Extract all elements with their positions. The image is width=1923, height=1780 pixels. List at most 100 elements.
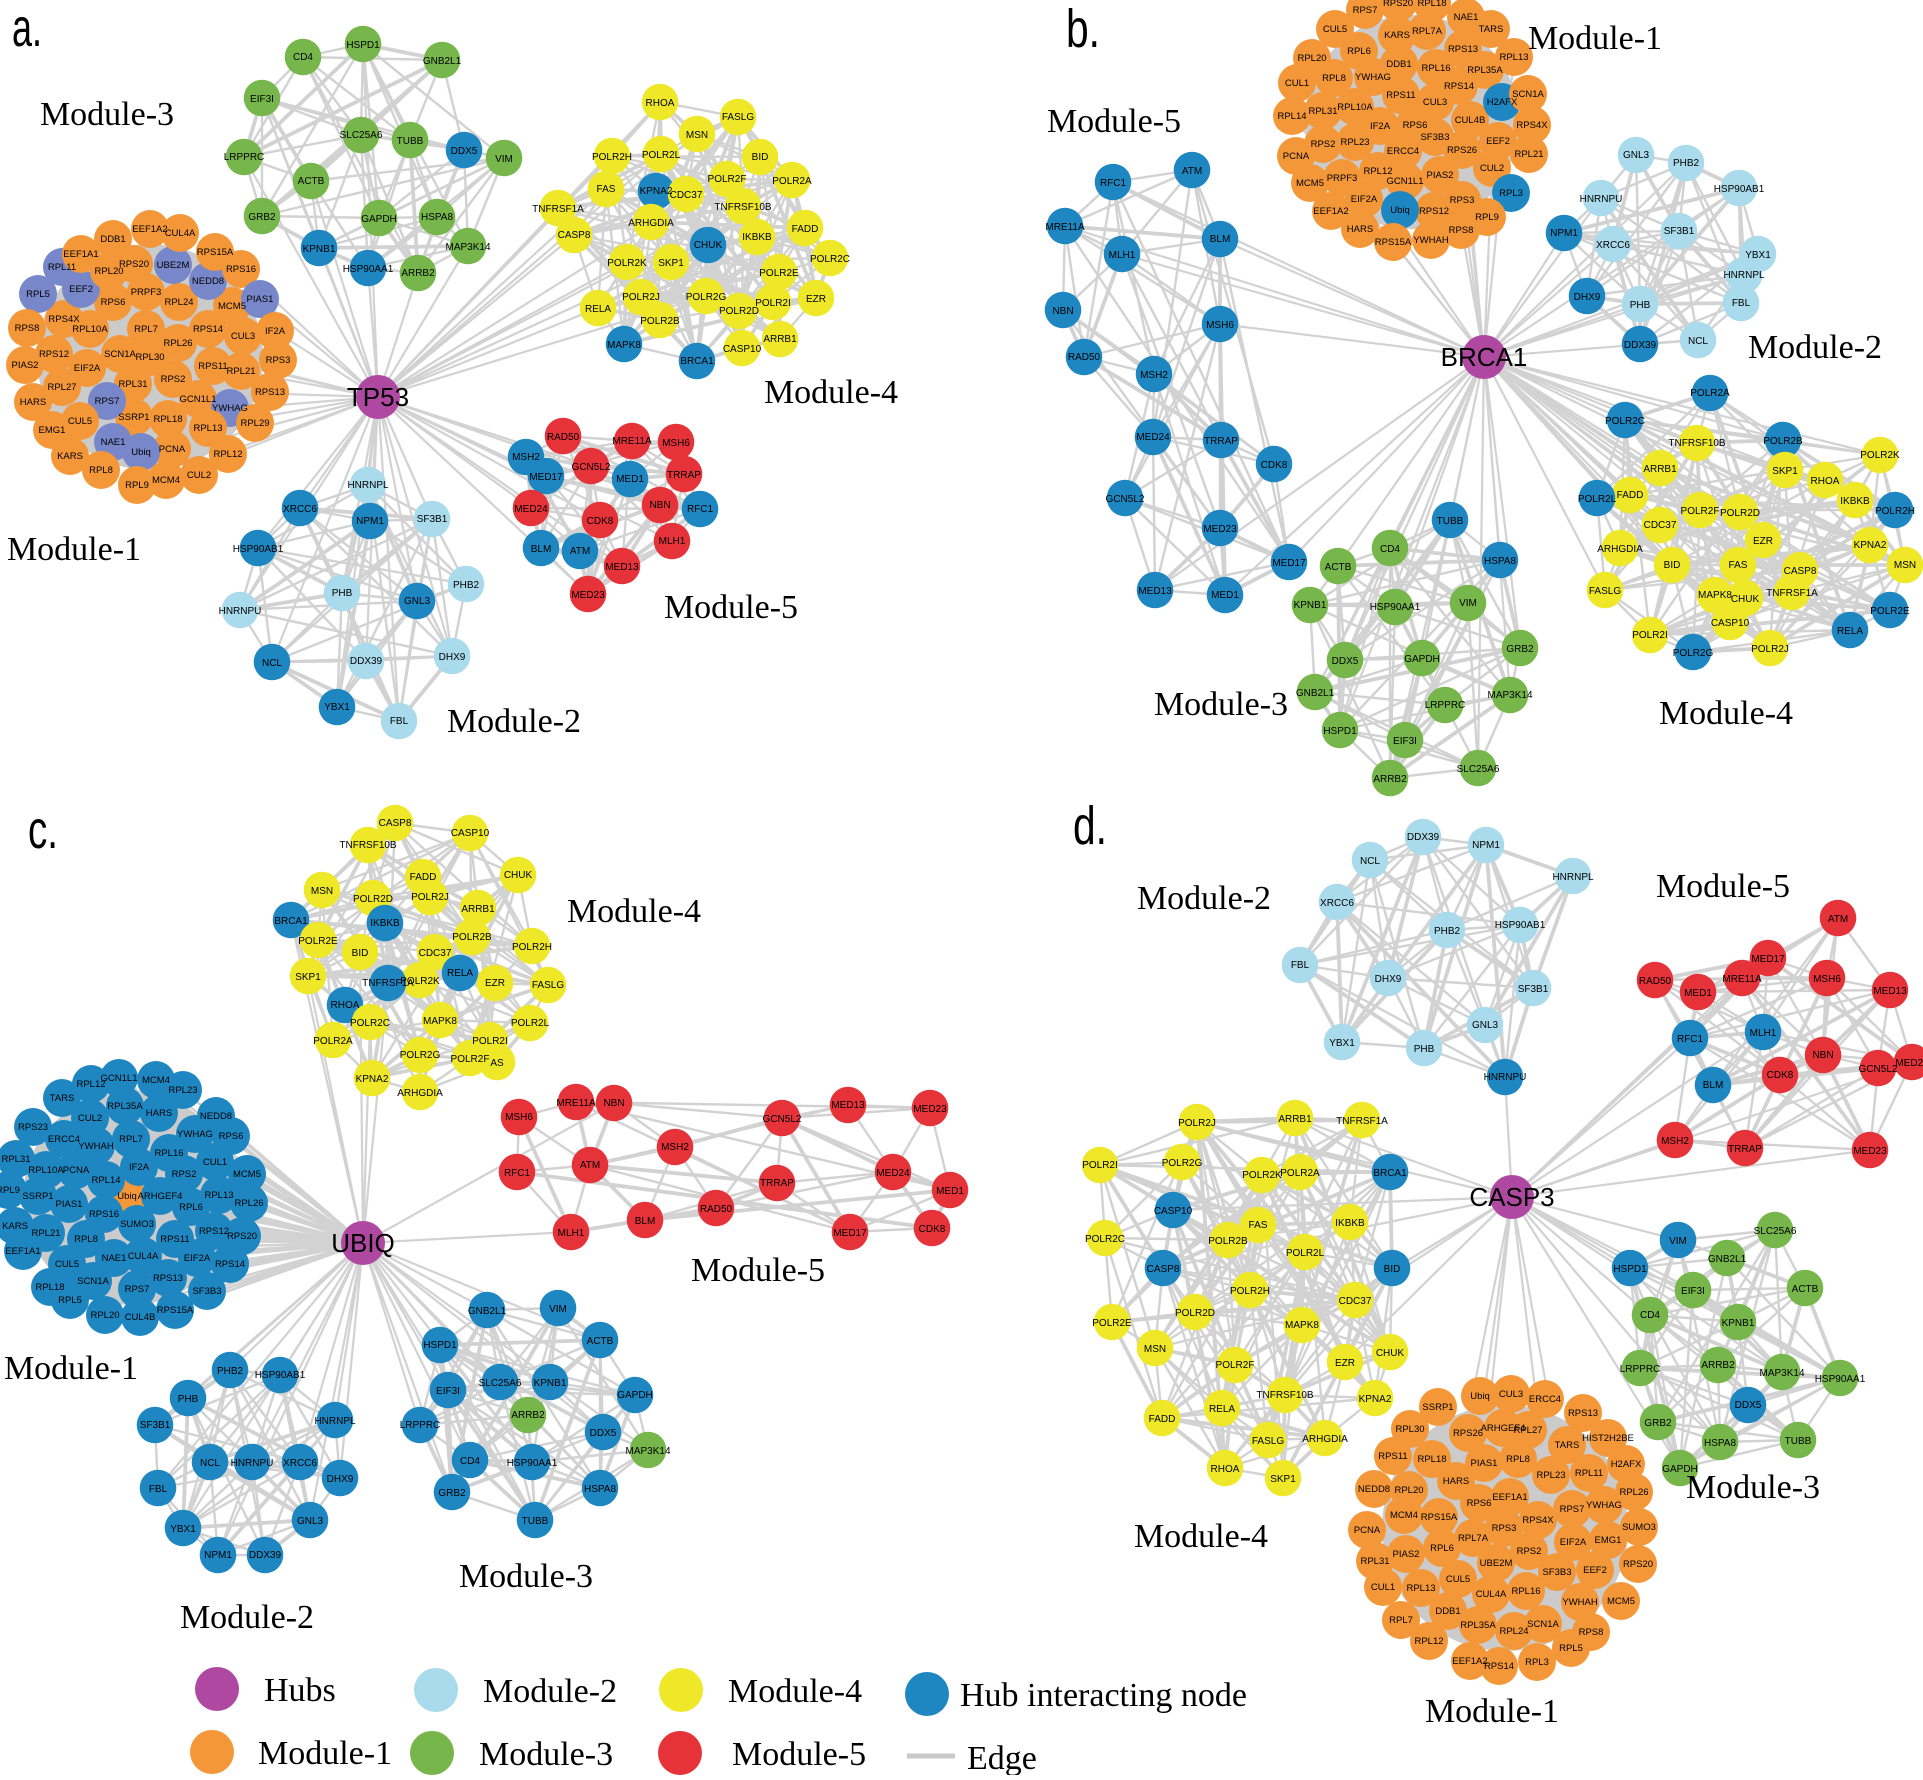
- svg-text:RPL5: RPL5: [58, 1295, 82, 1306]
- svg-text:RPL3: RPL3: [1499, 188, 1523, 199]
- svg-text:ARRB1: ARRB1: [763, 334, 797, 345]
- svg-text:POLR2I: POLR2I: [755, 298, 791, 309]
- svg-text:SSRP1: SSRP1: [1422, 1402, 1453, 1413]
- svg-text:PIAS1: PIAS1: [56, 1199, 83, 1210]
- svg-text:RELA: RELA: [447, 968, 473, 979]
- svg-text:ATM: ATM: [1182, 166, 1202, 177]
- svg-text:RPS14: RPS14: [1444, 81, 1474, 92]
- svg-text:XRCC6: XRCC6: [283, 1458, 317, 1469]
- svg-text:POLR2G: POLR2G: [1162, 1158, 1203, 1169]
- svg-text:Ubiq: Ubiq: [117, 1191, 137, 1202]
- svg-text:RPS14: RPS14: [193, 324, 223, 335]
- svg-text:RFC1: RFC1: [687, 504, 714, 515]
- svg-text:KARS: KARS: [2, 1221, 28, 1232]
- svg-text:DHX9: DHX9: [327, 1474, 354, 1485]
- svg-text:FADD: FADD: [1617, 490, 1644, 501]
- svg-text:DDX5: DDX5: [1332, 656, 1359, 667]
- svg-text:HNRNPL: HNRNPL: [1723, 270, 1765, 281]
- svg-text:HSP90AB1: HSP90AB1: [255, 1370, 306, 1381]
- svg-text:Module-3: Module-3: [459, 1558, 593, 1595]
- svg-text:TRRAP: TRRAP: [667, 470, 701, 481]
- svg-text:Module-5: Module-5: [664, 589, 798, 626]
- svg-text:SF3B1: SF3B1: [417, 514, 448, 525]
- svg-text:POLR2D: POLR2D: [1720, 508, 1760, 519]
- svg-text:RPL18: RPL18: [1417, 0, 1446, 9]
- svg-text:FASLG: FASLG: [1589, 586, 1621, 597]
- svg-text:POLR2K: POLR2K: [400, 976, 440, 987]
- svg-text:POLR2J: POLR2J: [622, 292, 660, 303]
- svg-text:SUMO3: SUMO3: [1622, 1522, 1656, 1533]
- svg-text:PHB2: PHB2: [1673, 158, 1700, 169]
- svg-text:FBL: FBL: [1732, 298, 1751, 309]
- svg-text:MRE11A: MRE11A: [556, 1098, 596, 1109]
- svg-text:MED24: MED24: [876, 1168, 910, 1179]
- svg-text:GCN5L2: GCN5L2: [572, 462, 611, 473]
- svg-text:BID: BID: [1384, 1264, 1401, 1275]
- svg-text:RPS12: RPS12: [199, 1226, 229, 1237]
- svg-text:MAPK8: MAPK8: [607, 340, 641, 351]
- svg-text:POLR2K: POLR2K: [607, 258, 647, 269]
- svg-text:POLR2F: POLR2F: [1681, 506, 1720, 517]
- svg-text:TRRAP: TRRAP: [1204, 436, 1238, 447]
- svg-text:ATM: ATM: [570, 546, 590, 557]
- svg-text:CASP10: CASP10: [1154, 1206, 1193, 1217]
- svg-text:TRRAP: TRRAP: [760, 1178, 794, 1189]
- svg-text:DDB1: DDB1: [1386, 59, 1411, 70]
- svg-text:ARRB2: ARRB2: [511, 1410, 545, 1421]
- svg-text:CDK8: CDK8: [919, 1224, 946, 1235]
- svg-text:POLR2C: POLR2C: [350, 1018, 390, 1029]
- svg-text:EEF1A1: EEF1A1: [63, 249, 98, 260]
- svg-text:CDK8: CDK8: [587, 516, 614, 527]
- svg-text:RHOA: RHOA: [646, 98, 675, 109]
- svg-text:BLM: BLM: [635, 1216, 656, 1227]
- svg-text:RFC1: RFC1: [1677, 1034, 1704, 1045]
- svg-text:RPL26: RPL26: [1619, 1487, 1648, 1498]
- svg-text:POLR2H: POLR2H: [512, 942, 552, 953]
- svg-text:SCN1A: SCN1A: [1527, 1619, 1559, 1630]
- svg-text:MSH2: MSH2: [1140, 370, 1168, 381]
- svg-text:DDX5: DDX5: [590, 1428, 617, 1439]
- svg-text:ACTB: ACTB: [587, 1336, 614, 1347]
- svg-text:RPL5: RPL5: [26, 289, 50, 300]
- svg-text:EEF1A2: EEF1A2: [1313, 206, 1348, 217]
- svg-text:CUL4A: CUL4A: [165, 228, 196, 239]
- svg-text:YWHAG: YWHAG: [1586, 1500, 1622, 1511]
- svg-text:TARS: TARS: [1555, 1440, 1580, 1451]
- svg-text:UBE2M: UBE2M: [157, 260, 190, 271]
- svg-text:RPL13: RPL13: [204, 1190, 233, 1201]
- svg-text:MED13: MED13: [831, 1100, 865, 1111]
- svg-text:PHB: PHB: [1630, 300, 1651, 311]
- svg-text:RPS11: RPS11: [1378, 1451, 1407, 1462]
- svg-text:RPS2: RPS2: [161, 374, 186, 385]
- svg-text:EZR: EZR: [806, 294, 826, 305]
- svg-text:POLR2F: POLR2F: [708, 174, 747, 185]
- svg-text:MED23: MED23: [1853, 1146, 1887, 1157]
- svg-text:SF3B1: SF3B1: [1518, 984, 1549, 995]
- svg-text:RPL16: RPL16: [1421, 63, 1450, 74]
- svg-text:CUL3: CUL3: [231, 331, 255, 342]
- svg-text:MCM4: MCM4: [152, 475, 180, 486]
- svg-text:GNL3: GNL3: [297, 1516, 324, 1527]
- svg-text:VIM: VIM: [495, 154, 513, 165]
- svg-text:XRCC6: XRCC6: [283, 504, 317, 515]
- svg-text:EEF2: EEF2: [1486, 136, 1510, 147]
- svg-text:CDK8: CDK8: [1767, 1070, 1794, 1081]
- svg-text:POLR2E: POLR2E: [1092, 1318, 1132, 1329]
- svg-text:RFC1: RFC1: [1100, 178, 1127, 189]
- svg-text:DHX9: DHX9: [439, 652, 466, 663]
- svg-text:CDK8: CDK8: [1261, 460, 1288, 471]
- svg-text:MED1: MED1: [936, 1186, 964, 1197]
- svg-text:RPS3: RPS3: [1492, 1523, 1517, 1534]
- svg-text:POLR2C: POLR2C: [1085, 1234, 1125, 1245]
- svg-text:IKBKB: IKBKB: [742, 232, 772, 243]
- svg-text:BRCA1: BRCA1: [1441, 342, 1528, 372]
- svg-text:Edge: Edge: [967, 1740, 1037, 1775]
- svg-text:Hubs: Hubs: [264, 1672, 336, 1709]
- svg-text:MAPK8: MAPK8: [1698, 590, 1732, 601]
- svg-text:NCL: NCL: [1688, 336, 1708, 347]
- svg-text:ERCC4: ERCC4: [1387, 146, 1419, 157]
- svg-text:RPL14: RPL14: [91, 1175, 120, 1186]
- svg-text:MAP3K14: MAP3K14: [1759, 1368, 1804, 1379]
- svg-text:HSP90AB1: HSP90AB1: [1714, 184, 1765, 195]
- svg-text:CASP3: CASP3: [1469, 1182, 1554, 1212]
